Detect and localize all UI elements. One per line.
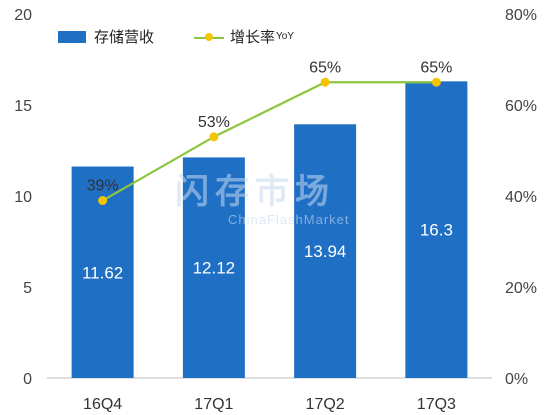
x-tick-label: 16Q4 <box>83 396 122 413</box>
y-right-tick-label: 80% <box>505 7 537 24</box>
y-left-tick-label: 20 <box>14 7 32 24</box>
growth-marker <box>98 196 108 206</box>
y-right-tick-label: 40% <box>505 189 537 206</box>
legend-item-growth: 增长率 YoY <box>194 26 294 47</box>
bar <box>405 81 468 378</box>
bar-value-label: 13.94 <box>304 242 347 261</box>
legend-bar-label: 存储营收 <box>94 29 155 46</box>
bar-value-label: 12.12 <box>193 259 236 278</box>
legend-line-label-suffix: YoY <box>276 31 295 42</box>
watermark-sub: ChinaFlashMarket <box>228 212 350 227</box>
legend: 存储营收 增长率 YoY <box>58 26 334 47</box>
growth-value-label: 39% <box>87 178 119 195</box>
x-tick-label: 17Q3 <box>417 396 456 413</box>
x-tick-label: 17Q1 <box>194 396 233 413</box>
y-right-tick-label: 0% <box>505 371 528 388</box>
legend-line-swatch <box>194 31 225 43</box>
growth-value-label: 65% <box>420 59 452 76</box>
bar <box>294 124 357 379</box>
watermark-logo: 闪存市场 <box>175 173 335 211</box>
legend-bar-swatch <box>58 30 86 43</box>
bar <box>182 157 245 378</box>
bar-value-label: 16.3 <box>420 221 453 240</box>
growth-marker <box>320 77 330 87</box>
y-left-tick-label: 5 <box>23 280 32 297</box>
bar-value-label: 11.62 <box>82 263 123 282</box>
y-left-tick-label: 0 <box>23 371 32 388</box>
y-right-tick-label: 20% <box>505 280 537 297</box>
growth-value-label: 53% <box>198 114 230 131</box>
legend-item-revenue: 存储营收 <box>58 26 154 47</box>
growth-line <box>102 81 437 202</box>
growth-value-label: 65% <box>309 59 341 76</box>
y-right-tick-label: 60% <box>505 98 537 115</box>
growth-marker <box>209 132 219 142</box>
growth-marker <box>431 77 441 87</box>
x-tick-label: 17Q2 <box>306 396 345 413</box>
y-left-tick-label: 15 <box>14 98 32 115</box>
y-left-tick-label: 10 <box>14 189 32 206</box>
legend-line-label: 增长率 <box>230 29 276 46</box>
